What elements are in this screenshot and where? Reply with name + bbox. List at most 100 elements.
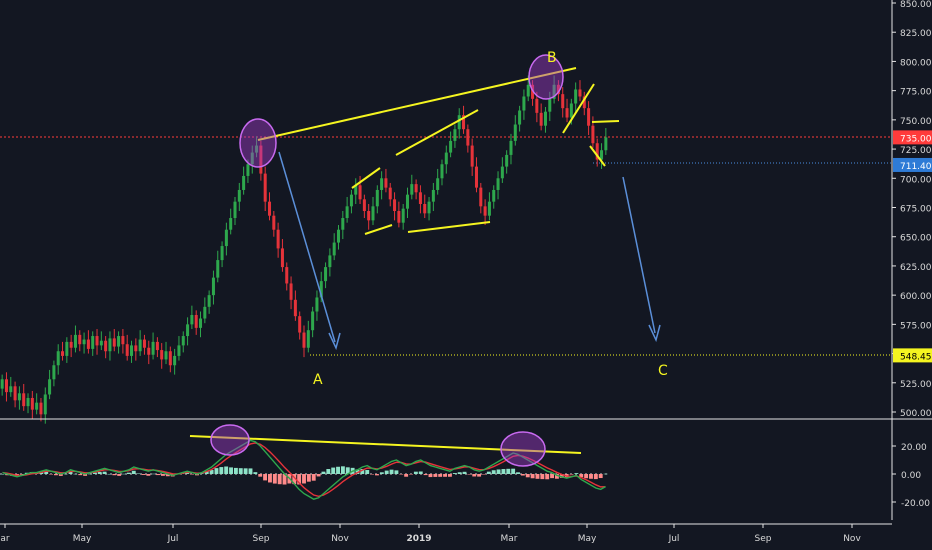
- candle-body: [147, 347, 151, 355]
- candle-body: [181, 336, 185, 346]
- oscillator-hist-bar: [306, 474, 311, 482]
- price-axis[interactable]: 850.00 825.00 800.00 775.00 750.00 725.00 700.…: [891, 0, 932, 520]
- price-tick-label: 700.00: [900, 175, 932, 185]
- candle-body: [401, 208, 405, 223]
- candle-body: [194, 315, 198, 328]
- oscillator-hist-bar: [282, 474, 287, 485]
- candle-body: [73, 334, 77, 348]
- candle-body: [142, 339, 146, 348]
- candle-body: [427, 201, 431, 214]
- candle-body: [35, 402, 39, 410]
- candle-body: [0, 379, 4, 389]
- candle-body: [393, 199, 397, 212]
- candle-body: [315, 297, 319, 312]
- candle-body: [587, 108, 591, 126]
- time-tick-label: Sep: [253, 534, 270, 544]
- oscillator-hist-bar: [214, 468, 219, 474]
- price-tick-label: 625.00: [900, 263, 932, 273]
- price-badge-label: 711.40: [900, 162, 932, 172]
- candle-body: [224, 229, 228, 247]
- oscillator-hist-bar: [603, 473, 608, 475]
- candlestick-series: [0, 75, 608, 424]
- candle-body: [561, 94, 565, 109]
- candle-body: [341, 218, 345, 230]
- oscillator-hist-bar: [0, 474, 5, 475]
- candle-body: [91, 336, 95, 349]
- candle-body: [548, 98, 552, 112]
- oscillator-hist-bar: [331, 467, 336, 474]
- candle-body: [474, 166, 478, 188]
- candle-body: [61, 351, 65, 356]
- price-badge-label: 735.00: [900, 134, 932, 144]
- oscillator-hist-bar: [258, 474, 263, 477]
- candle-body: [155, 341, 159, 351]
- candle-body: [487, 201, 491, 216]
- price-tick-label: 750.00: [900, 117, 932, 127]
- candle-body: [371, 206, 375, 221]
- candle-body: [130, 345, 134, 356]
- candle-body: [324, 267, 328, 282]
- price-tick-label: 725.00: [900, 146, 932, 156]
- oscillator-hist-bar: [365, 470, 370, 474]
- candle-body: [496, 178, 500, 190]
- candle-body: [121, 336, 125, 345]
- time-tick-label: May: [578, 534, 597, 544]
- candle-body: [319, 281, 323, 298]
- candle-body: [574, 89, 578, 104]
- candle-body: [203, 306, 207, 319]
- oscillator-hist-bar: [530, 474, 535, 479]
- candle-body: [276, 229, 280, 249]
- price-badges: 735.00 711.40 548.45: [893, 130, 932, 363]
- candle-body: [69, 341, 73, 348]
- oscillator-hist-bar: [63, 473, 68, 475]
- oscillator-divergence-line: [189, 435, 582, 454]
- oscillator-pane[interactable]: 20.00 0.00 -20.00: [0, 424, 930, 509]
- oscillator-hist-bar: [107, 473, 112, 475]
- oscillator-hist-bar: [102, 471, 107, 474]
- candle-body: [569, 103, 573, 118]
- trendline-flag-1-top: [351, 167, 381, 189]
- candle-body: [367, 211, 371, 221]
- projection-arrow-c-head: [648, 324, 661, 343]
- price-badge: [893, 348, 932, 363]
- oscillator-hist-bar: [428, 474, 433, 478]
- price-tick-label: 650.00: [900, 234, 932, 244]
- candle-body: [242, 175, 246, 190]
- time-axis[interactable]: ar May Jul Sep Nov 2019 Mar May Jul Sep Nov: [0, 523, 892, 544]
- oscillator-hist-bar: [122, 473, 126, 475]
- candle-body: [289, 283, 293, 300]
- oscillator-hist-bar: [423, 474, 428, 476]
- oscillator-hist-bar: [589, 474, 593, 479]
- candle-body: [108, 338, 112, 352]
- candle-body: [39, 402, 43, 415]
- trendline-channel-top: [395, 109, 479, 156]
- price-pane[interactable]: A B C: [0, 50, 892, 424]
- oscillator-hist-bar: [360, 469, 365, 474]
- candle-body: [52, 365, 56, 380]
- candle-body: [358, 185, 362, 200]
- oscillator-hist-bar: [413, 471, 418, 474]
- oscillator-hist-bar: [165, 474, 170, 477]
- oscillator-hist-bar: [326, 469, 331, 474]
- oscillator-hist-bar: [545, 474, 550, 480]
- oscillator-hist-bar: [88, 473, 92, 475]
- oscillator-hist-bar: [535, 474, 540, 479]
- oscillator-hist-bar: [520, 474, 525, 476]
- oscillator-hist-bar: [199, 473, 204, 475]
- candle-body: [293, 299, 297, 317]
- time-tick-label: Sep: [755, 534, 772, 544]
- candle-body: [298, 316, 302, 333]
- candle-body: [535, 98, 539, 113]
- candle-body: [164, 351, 168, 360]
- candle-body: [556, 84, 560, 95]
- oscillator-hist-bar: [39, 472, 44, 474]
- candle-body: [65, 341, 69, 356]
- oscillator-hist-bar: [19, 474, 24, 475]
- oscillator-hist-bar: [292, 474, 297, 485]
- price-tick-label: 825.00: [900, 29, 932, 39]
- candle-body: [354, 185, 358, 195]
- oscillator-hist-bar: [482, 474, 486, 475]
- trendline-flag-2-bottom: [589, 145, 606, 167]
